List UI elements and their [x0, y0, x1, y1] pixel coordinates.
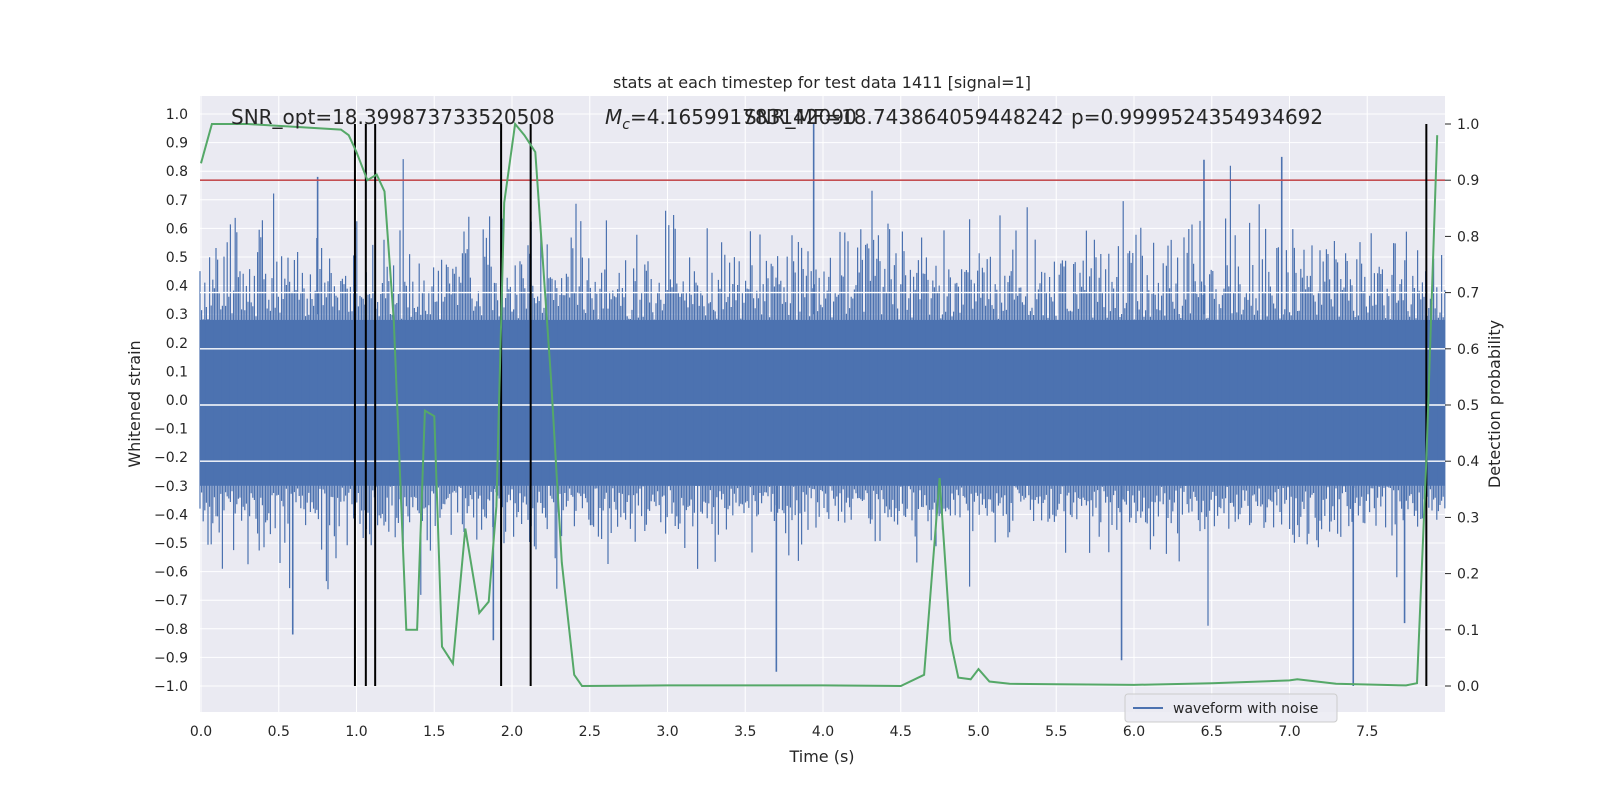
probability-line [200, 121, 1439, 688]
x-tick-label: 7.0 [1278, 724, 1300, 740]
y-right-tick-label: 0.7 [1457, 286, 1479, 302]
y-left-tick-label: 0.2 [166, 336, 188, 352]
y-left-tick-label: −0.3 [154, 479, 188, 495]
tick-labels: 0.0 0.5 1.0 1.5 2.0 2.5 3.0 3.5 4.0 4.5 5.0 5.5 6.0 6… [154, 107, 1479, 740]
y-left-tick-label: 0.9 [166, 136, 188, 152]
y-left-tick-label: 0.6 [166, 221, 188, 237]
y-right-tick-label: 0.2 [1457, 567, 1479, 583]
y-right-tick-label: 0.0 [1457, 679, 1479, 695]
x-tick-label: 7.5 [1356, 724, 1378, 740]
annotation-p: p=0.9999524354934692 [1071, 105, 1323, 129]
y-left-tick-label: 0.0 [166, 393, 188, 409]
x-tick-label: 2.0 [501, 724, 523, 740]
x-tick-label: 2.5 [579, 724, 601, 740]
y-right-tick-label: 1.0 [1457, 117, 1479, 133]
y-right-tick-label: 0.8 [1457, 229, 1479, 245]
annotation-snr-opt: SNR_opt=18.399873733520508 [231, 105, 555, 129]
legend-box [1124, 693, 1338, 723]
legend: waveform with noise [1124, 693, 1338, 723]
x-tick-label: 3.0 [656, 724, 678, 740]
x-tick-label: 4.0 [812, 724, 834, 740]
x-tick-label: 0.5 [268, 724, 290, 740]
y-left-tick-label: −1.0 [154, 679, 188, 695]
x-tick-label: 3.5 [734, 724, 756, 740]
y-left-tick-label: −0.6 [154, 565, 188, 581]
x-tick-label: 5.0 [967, 724, 989, 740]
x-tick-label: 1.5 [423, 724, 445, 740]
annotation-snr-mf: SNR_MF=18.743864059448242 [744, 105, 1064, 129]
y-left-tick-label: −0.7 [154, 593, 188, 609]
chart-title: stats at each timestep for test data 141… [613, 73, 1031, 92]
y-left-tick-label: −0.4 [154, 507, 188, 523]
y-left-tick-label: 0.5 [166, 250, 188, 266]
y-left-tick-label: 0.3 [166, 307, 188, 323]
x-tick-label: 0.0 [190, 724, 212, 740]
y-left-tick-label: 0.4 [166, 279, 188, 295]
y-right-tick-label: 0.3 [1457, 510, 1479, 526]
x-tick-label: 4.5 [890, 724, 912, 740]
y-right-tick-label: 0.5 [1457, 398, 1479, 414]
x-tick-label: 6.0 [1123, 724, 1145, 740]
y-left-tick-label: 0.8 [166, 164, 188, 180]
y-right-tick-label: 0.4 [1457, 454, 1479, 470]
x-tick-label: 6.5 [1201, 724, 1223, 740]
y-right-tick-label: 0.9 [1457, 173, 1479, 189]
strain-noise-path [199, 159, 1446, 626]
y-left-tick-label: −0.9 [154, 650, 188, 666]
y-left-tick-label: −0.8 [154, 622, 188, 638]
y-right-tick-label: 0.1 [1457, 623, 1479, 639]
y-left-tick-label: −0.5 [154, 536, 188, 552]
y-left-tick-label: 1.0 [166, 107, 188, 123]
legend-label: waveform with noise [1173, 701, 1318, 717]
y-left-tick-label: 0.1 [166, 364, 188, 380]
y-left-tick-label: −0.1 [154, 422, 188, 438]
annotation-mc: Mc=4.165991783142090 [605, 105, 857, 133]
y-left-tick-label: −0.2 [154, 450, 188, 466]
y-left-tick-label: 0.7 [166, 193, 188, 209]
x-axis-label: Time (s) [788, 747, 854, 766]
probability-series [200, 121, 1439, 688]
x-tick-label: 1.0 [345, 724, 367, 740]
y-right-tick-label: 0.6 [1457, 342, 1479, 358]
y-axis-right-label: Detection probability [1485, 320, 1504, 488]
x-tick-label: 5.5 [1045, 724, 1067, 740]
vertical-markers [353, 124, 1428, 686]
strain-series [199, 122, 1446, 686]
y-axis-left-label: Whitened strain [125, 340, 144, 467]
